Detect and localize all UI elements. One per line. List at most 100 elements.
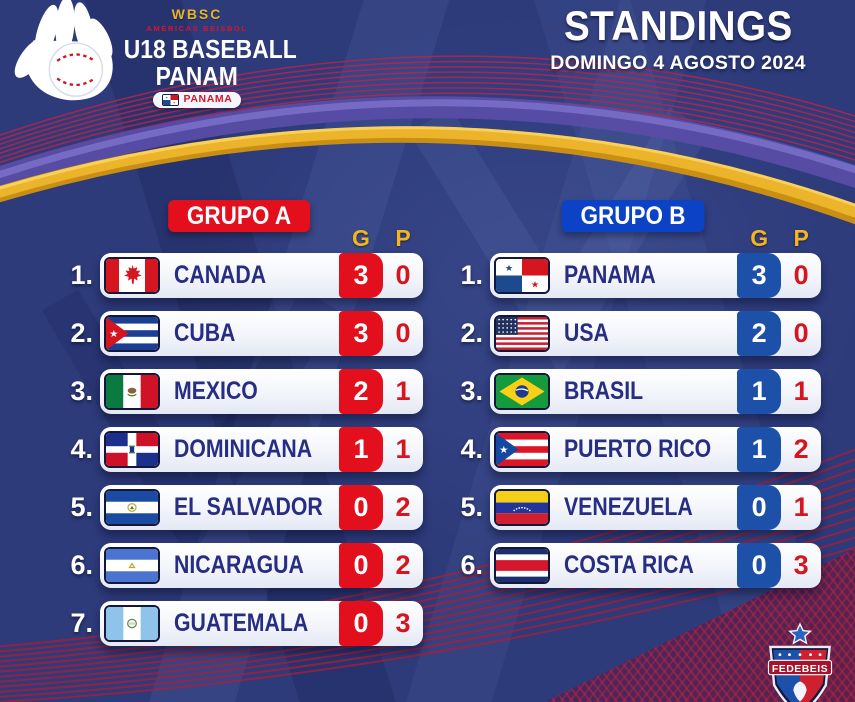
group-badge-grupo-a: GRUPO A <box>168 200 310 232</box>
team-pill: VENEZUELA 0 1 <box>490 485 822 530</box>
losses-value: 3 <box>793 550 809 580</box>
losses-value: 3 <box>395 608 411 638</box>
standings-title: STANDINGS <box>563 2 793 49</box>
team-name: NICARAGUA <box>174 551 304 579</box>
event-title-line1: U18 BASEBALL <box>123 33 297 64</box>
wbsc-label: WBSC <box>171 6 223 22</box>
team-rank: 1. <box>460 260 483 290</box>
losses-value: 0 <box>793 318 809 348</box>
team-row-venezuela: 5. VENEZUELA 0 1 <box>445 485 822 530</box>
team-pill: COSTA RICA 0 3 <box>490 543 822 588</box>
fedebeis-crest-icon: FEDEBEIS <box>767 622 833 702</box>
col-label-losses: P <box>793 225 809 251</box>
team-pill: CANADA 3 0 <box>100 253 423 298</box>
team-rank: 2. <box>460 318 483 348</box>
svg-text:★: ★ <box>499 445 508 456</box>
svg-text:★: ★ <box>173 100 176 104</box>
team-name: BRASIL <box>564 377 644 405</box>
wins-value: 1 <box>737 427 782 472</box>
col-label-losses: P <box>395 225 411 251</box>
el-salvador-flag-icon <box>104 489 160 526</box>
team-name: PANAMA <box>564 261 656 289</box>
team-rank: 2. <box>70 318 93 348</box>
team-pill: EL SALVADOR 0 2 <box>100 485 423 530</box>
puerto-rico-flag-icon: ★ <box>494 431 550 468</box>
svg-text:★: ★ <box>165 95 168 99</box>
wins-value: 0 <box>737 543 782 588</box>
team-pill: USA 2 0 <box>490 311 822 356</box>
team-row-canada: 1. CANADA 3 0 <box>55 253 423 298</box>
team-pill: ★ PUERTO RICO 1 2 <box>490 427 822 472</box>
americas-beisbol-label: AMÉRICAS BEISBOL <box>146 24 248 33</box>
wins-value: 3 <box>339 311 383 356</box>
team-rank: 6. <box>460 550 483 580</box>
team-name: CUBA <box>174 319 236 347</box>
team-name: VENEZUELA <box>564 493 693 521</box>
team-rank: 3. <box>70 376 93 406</box>
team-row-panama: 1. ★ ★ PANAMA 3 0 <box>445 253 822 298</box>
team-pill: NICARAGUA 0 2 <box>100 543 423 588</box>
panama-flag-icon: ★ ★ <box>161 93 179 106</box>
fedebeis-label: FEDEBEIS <box>772 663 828 675</box>
team-name: USA <box>564 319 609 347</box>
team-rank: 5. <box>460 492 483 522</box>
team-name: CANADA <box>174 261 267 289</box>
team-row-mexico: 3. MEXICO 2 1 <box>55 369 423 414</box>
losses-value: 2 <box>395 550 411 580</box>
svg-text:★: ★ <box>505 263 514 274</box>
team-rank: 1. <box>70 260 93 290</box>
losses-value: 0 <box>395 260 411 290</box>
losses-value: 2 <box>793 434 809 464</box>
event-logo-block: WBSC AMÉRICAS BEISBOL U18 BASEBALL PANAM… <box>112 6 297 110</box>
wins-value: 1 <box>737 369 782 414</box>
team-rank: 4. <box>70 434 93 464</box>
team-rank: 7. <box>70 608 93 638</box>
team-pill: BRASIL 1 1 <box>490 369 822 414</box>
team-name: MEXICO <box>174 377 258 405</box>
losses-value: 0 <box>793 260 809 290</box>
usa-flag-icon <box>494 315 550 352</box>
canada-flag-icon <box>104 257 160 294</box>
team-name: PUERTO RICO <box>564 435 712 463</box>
mexico-flag-icon <box>104 373 160 410</box>
nicaragua-flag-icon <box>104 547 160 584</box>
team-name: COSTA RICA <box>564 551 694 579</box>
brasil-flag-icon <box>494 373 550 410</box>
losses-value: 1 <box>793 376 809 406</box>
wins-value: 2 <box>737 311 782 356</box>
team-pill: ★ ★ PANAMA 3 0 <box>490 253 822 298</box>
glove-ball-logo-icon <box>14 0 113 101</box>
wins-value: 0 <box>339 485 383 530</box>
group-section-grupo-b: GRUPO B G P 1. ★ ★ PANAMA 3 0 2. USA 2 0 3. BRASIL 1 1 4.… <box>445 198 822 659</box>
wins-value: 3 <box>339 253 383 298</box>
losses-value: 1 <box>395 434 411 464</box>
costa-rica-flag-icon <box>494 547 550 584</box>
svg-text:★: ★ <box>109 329 118 340</box>
team-pill: DOMINICANA 1 1 <box>100 427 423 472</box>
team-pill: ★ CUBA 3 0 <box>100 311 423 356</box>
team-row-puerto-rico: 4. ★ PUERTO RICO 1 2 <box>445 427 822 472</box>
team-rank: 5. <box>70 492 93 522</box>
group-badge-grupo-b: GRUPO B <box>561 200 705 232</box>
team-name: EL SALVADOR <box>174 493 323 521</box>
wins-value: 1 <box>339 427 383 472</box>
team-row-cuba: 2. ★ CUBA 3 0 <box>55 311 423 356</box>
wins-value: 0 <box>737 485 782 530</box>
team-name: GUATEMALA <box>174 609 309 637</box>
guatemala-flag-icon <box>104 605 160 642</box>
wins-value: 3 <box>737 253 782 298</box>
host-country-pill: ★ ★ PANAMA <box>152 91 242 108</box>
svg-text:★: ★ <box>531 280 540 291</box>
host-country-label: PANAMA <box>183 93 233 106</box>
wins-value: 2 <box>339 369 383 414</box>
team-row-costa-rica: 6. COSTA RICA 0 3 <box>445 543 822 588</box>
team-pill: MEXICO 2 1 <box>100 369 423 414</box>
team-rank: 6. <box>70 550 93 580</box>
panama-flag-icon: ★ ★ <box>494 257 550 294</box>
group-section-grupo-a: GRUPO A G P 1. CANADA 3 0 2. ★ CUBA 3 0 3. MEXICO 2 1 4.… <box>55 198 423 659</box>
losses-value: 0 <box>395 318 411 348</box>
team-row-usa: 2. USA 2 0 <box>445 311 822 356</box>
